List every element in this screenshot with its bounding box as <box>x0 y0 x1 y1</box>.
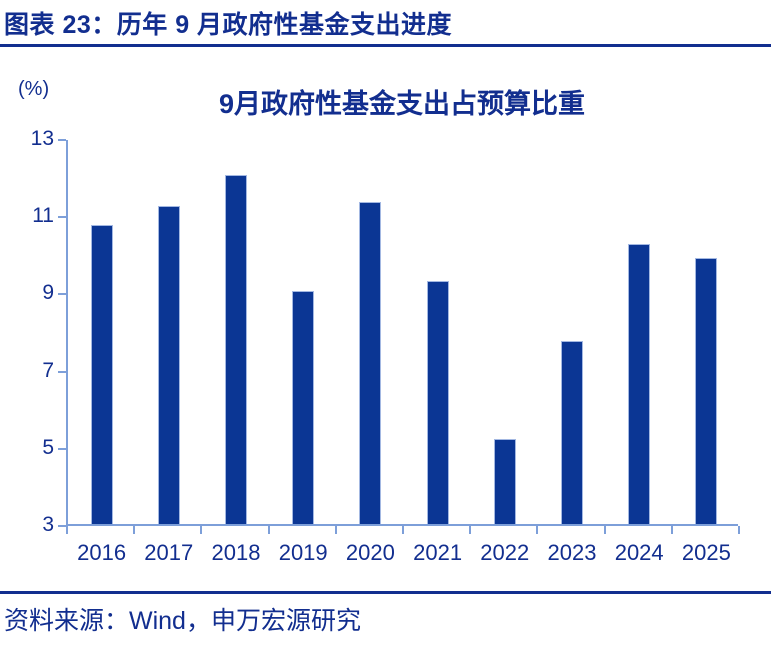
bar-2020 <box>359 201 382 524</box>
x-tick-label: 2024 <box>614 540 664 565</box>
x-tick-label: 2025 <box>681 540 731 565</box>
y-tick <box>58 447 66 450</box>
footer-divider <box>0 591 771 594</box>
x-tick-label: 2022 <box>480 540 530 565</box>
x-tick <box>66 526 68 534</box>
x-tick <box>133 526 136 534</box>
x-tick <box>536 526 539 534</box>
source-note: 资料来源：Wind，申万宏源研究 <box>4 607 361 635</box>
y-tick-label: 11 <box>32 204 54 228</box>
y-tick-label: 13 <box>30 127 54 150</box>
x-tick <box>334 526 337 534</box>
y-tick-label: 9 <box>42 281 54 305</box>
y-tick <box>58 293 66 296</box>
bar-2019 <box>292 290 315 524</box>
y-tick <box>58 370 66 373</box>
y-tick-label: 5 <box>42 435 54 459</box>
x-tick <box>603 526 606 534</box>
x-tick-label: 2018 <box>211 540 261 565</box>
x-tick <box>738 526 740 534</box>
bar-2018 <box>225 174 247 524</box>
x-tick-label: 2021 <box>413 540 463 565</box>
x-tick-label: 2023 <box>547 540 597 565</box>
y-tick <box>58 216 66 219</box>
x-tick <box>469 526 472 534</box>
bar-2024 <box>628 244 651 524</box>
x-tick <box>267 526 270 534</box>
x-tick <box>670 526 673 534</box>
header-divider <box>0 44 771 47</box>
x-tick-label: 2016 <box>77 540 127 565</box>
bar-2016 <box>90 224 113 524</box>
plot-area: 2016 2017 2018 2019 2020 2021 2022 2023 2024 2025… <box>31 127 740 565</box>
bar-2025 <box>695 257 718 524</box>
bar-2022 <box>493 439 516 524</box>
x-tick <box>200 526 203 534</box>
y-tick <box>58 139 66 141</box>
chart-title: 9月政府性基金支出占预算比重 <box>218 89 585 119</box>
y-tick <box>58 525 66 527</box>
x-tick-label: 2017 <box>144 540 194 565</box>
bar-2017 <box>157 205 180 524</box>
x-tick-label: 2019 <box>278 540 328 565</box>
x-tick-label: 2020 <box>345 540 395 565</box>
y-tick-label: 3 <box>42 513 54 536</box>
bar-2023 <box>561 340 583 524</box>
x-tick <box>402 526 404 534</box>
figure-caption: 图表 23：历年 9 月政府性基金支出进度 <box>4 11 453 39</box>
y-axis-unit-label: (%) <box>18 78 50 100</box>
y-tick-label: 7 <box>42 358 54 382</box>
bar-2021 <box>426 280 449 524</box>
